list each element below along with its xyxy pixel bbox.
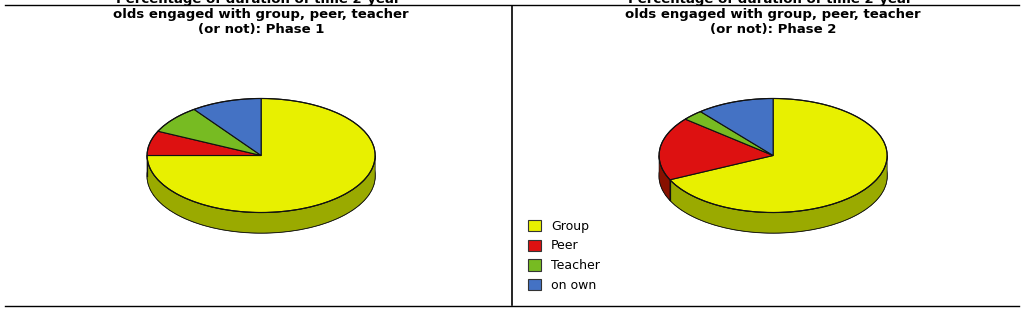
Polygon shape (195, 99, 261, 156)
Polygon shape (700, 99, 773, 156)
Polygon shape (158, 109, 261, 156)
Ellipse shape (659, 119, 887, 233)
Polygon shape (685, 112, 773, 156)
Polygon shape (659, 156, 670, 200)
Polygon shape (659, 119, 773, 180)
Text: Percentage of duration of time 2-year-
olds engaged with group, peer, teacher
(o: Percentage of duration of time 2-year- o… (114, 0, 409, 36)
Polygon shape (147, 99, 375, 212)
Polygon shape (147, 156, 375, 233)
Ellipse shape (147, 119, 375, 233)
Legend: Group, Peer, Teacher, on own: Group, Peer, Teacher, on own (528, 220, 600, 292)
Polygon shape (147, 131, 261, 156)
Text: Percentage of duration of time 2-year-
olds engaged with group, peer, teacher
(o: Percentage of duration of time 2-year- o… (626, 0, 921, 36)
Polygon shape (670, 156, 887, 233)
Polygon shape (670, 99, 887, 212)
